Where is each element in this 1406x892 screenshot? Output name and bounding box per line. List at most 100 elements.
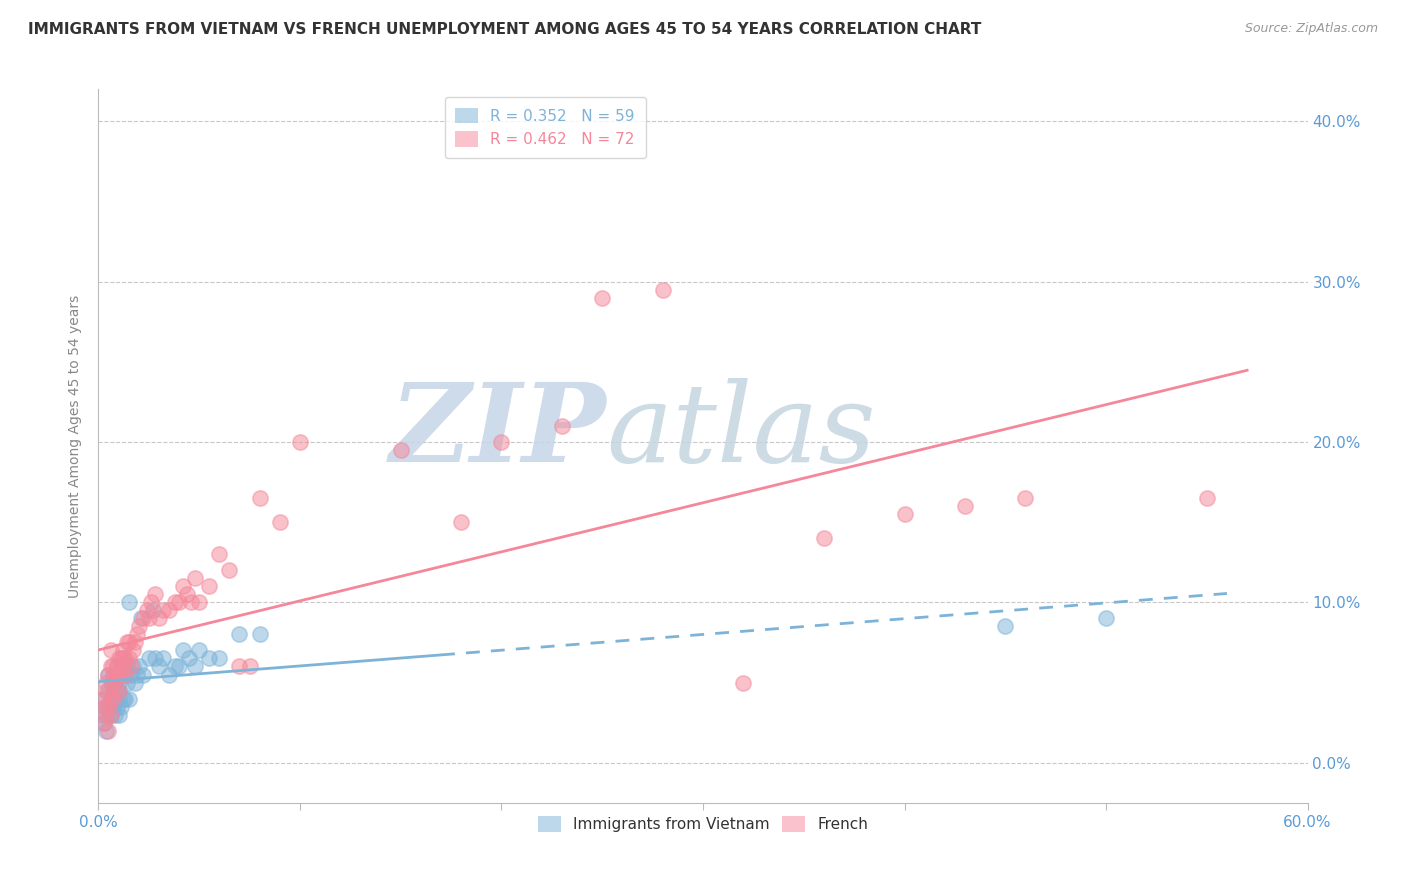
Point: [180, 595, 202, 609]
Point: [91, 691, 114, 706]
Point: [115, 659, 138, 673]
Point: [101, 675, 124, 690]
Point: [114, 667, 136, 681]
Point: [132, 611, 155, 625]
Point: [101, 699, 124, 714]
Point: [228, 627, 250, 641]
Point: [121, 643, 143, 657]
Point: [157, 667, 180, 681]
Point: [125, 627, 148, 641]
Point: [163, 595, 186, 609]
Point: [107, 683, 129, 698]
Point: [97, 667, 120, 681]
Point: [105, 699, 128, 714]
Point: [893, 507, 915, 521]
Point: [198, 579, 221, 593]
Point: [389, 442, 412, 457]
Point: [124, 635, 146, 649]
Point: [105, 683, 128, 698]
Point: [218, 563, 240, 577]
Point: [114, 667, 136, 681]
Point: [1195, 491, 1218, 505]
Point: [107, 651, 129, 665]
Point: [118, 635, 141, 649]
Point: [100, 691, 122, 706]
Point: [96, 707, 118, 722]
Point: [551, 419, 574, 434]
Point: [125, 667, 148, 681]
Point: [100, 707, 122, 722]
Point: [733, 675, 755, 690]
Point: [103, 683, 125, 698]
Point: [1014, 491, 1036, 505]
Point: [111, 651, 134, 665]
Point: [96, 723, 118, 738]
Legend: Immigrants from Vietnam, French: Immigrants from Vietnam, French: [531, 810, 875, 838]
Point: [96, 699, 118, 714]
Point: [188, 595, 211, 609]
Point: [143, 651, 166, 665]
Point: [132, 667, 155, 681]
Point: [128, 619, 150, 633]
Point: [138, 611, 160, 625]
Point: [179, 651, 201, 665]
Point: [124, 675, 146, 690]
Point: [107, 707, 129, 722]
Point: [152, 651, 174, 665]
Point: [172, 643, 194, 657]
Point: [163, 659, 186, 673]
Point: [813, 531, 835, 545]
Point: [148, 659, 170, 673]
Point: [143, 587, 166, 601]
Point: [97, 699, 120, 714]
Point: [176, 587, 198, 601]
Point: [129, 611, 152, 625]
Point: [103, 707, 125, 722]
Point: [138, 651, 160, 665]
Point: [198, 651, 221, 665]
Point: [249, 491, 271, 505]
Point: [97, 707, 120, 722]
Point: [118, 595, 141, 609]
Point: [591, 291, 613, 305]
Point: [110, 651, 132, 665]
Point: [118, 651, 141, 665]
Point: [93, 715, 115, 730]
Point: [105, 667, 128, 681]
Point: [121, 659, 143, 673]
Point: [142, 603, 165, 617]
Point: [172, 579, 194, 593]
Point: [115, 675, 138, 690]
Point: [111, 643, 134, 657]
Point: [651, 283, 673, 297]
Point: [100, 707, 122, 722]
Point: [114, 691, 136, 706]
Point: [105, 659, 128, 673]
Point: [107, 667, 129, 681]
Point: [239, 659, 262, 673]
Point: [101, 667, 124, 681]
Text: ZIP: ZIP: [389, 378, 606, 485]
Point: [107, 675, 129, 690]
Point: [110, 659, 132, 673]
Point: [93, 715, 115, 730]
Point: [103, 691, 125, 706]
Point: [103, 667, 125, 681]
Point: [120, 667, 142, 681]
Point: [103, 675, 125, 690]
Point: [228, 659, 250, 673]
Point: [120, 659, 142, 673]
Point: [157, 603, 180, 617]
Point: [249, 627, 271, 641]
Point: [91, 707, 114, 722]
Point: [101, 691, 124, 706]
Point: [139, 595, 162, 609]
Point: [184, 571, 207, 585]
Point: [148, 611, 170, 625]
Point: [269, 515, 291, 529]
Point: [208, 651, 231, 665]
Point: [93, 691, 115, 706]
Point: [100, 659, 122, 673]
Point: [110, 667, 132, 681]
Point: [114, 651, 136, 665]
